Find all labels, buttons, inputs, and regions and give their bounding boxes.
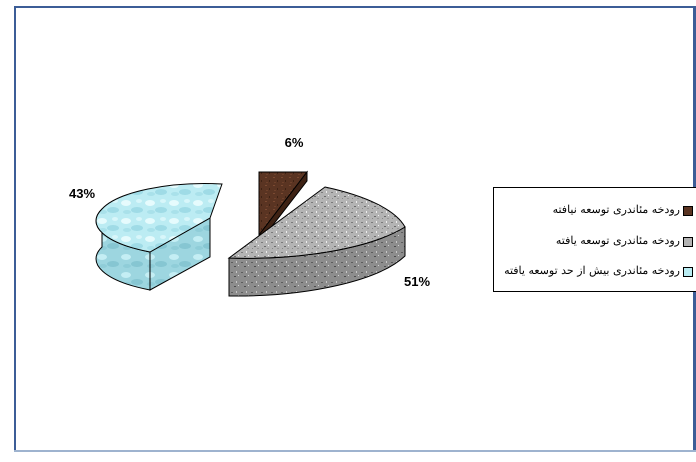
data-labels: 6% 51% 43%: [69, 135, 430, 289]
data-label-1: 51%: [404, 274, 430, 289]
legend: رودخه مئاندری توسعه نیافته رودخه مئاندری…: [493, 187, 696, 292]
pie-slice-gray: [227, 186, 406, 297]
pie-slices: [95, 170, 406, 297]
legend-item-overdeveloped: رودخه مئاندری بیش از حد توسعه یافته: [500, 262, 696, 280]
slice-gray-top: [227, 186, 406, 259]
legend-label: رودخه مئاندری بیش از حد توسعه یافته: [504, 264, 680, 277]
legend-label: رودخه مئاندری توسعه یافته: [555, 234, 680, 247]
slice-cyan-top: [95, 183, 223, 253]
legend-label: رودخه مئاندری توسعه نیافته: [552, 203, 680, 216]
data-label-0: 6%: [285, 135, 304, 150]
legend-swatch-gray: [683, 237, 693, 247]
legend-swatch-brown: [683, 206, 693, 216]
data-label-2: 43%: [69, 186, 95, 201]
pie-slice-cyan: [95, 183, 223, 291]
pie-slice-brown: [258, 170, 309, 245]
frame-edge-bottom: [14, 450, 696, 452]
legend-item-developed: رودخه مئاندری توسعه یافته: [500, 232, 696, 250]
legend-item-undeveloped: رودخه مئاندری توسعه نیافته: [500, 201, 696, 219]
legend-swatch-cyan: [683, 267, 693, 277]
